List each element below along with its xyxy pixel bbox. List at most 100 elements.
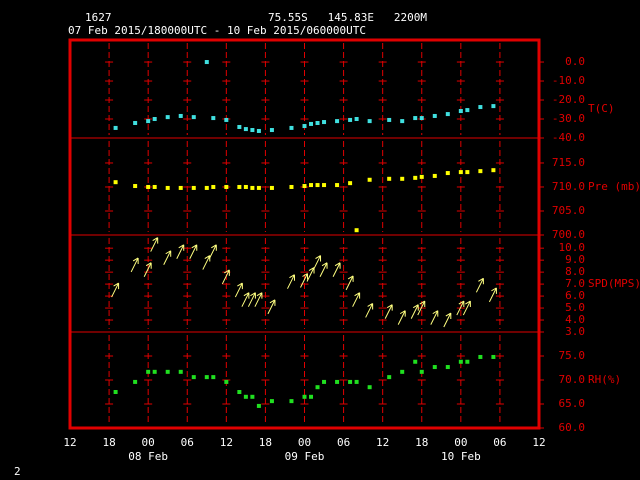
- data-point: [478, 169, 483, 174]
- x-tick-label: 12: [220, 436, 233, 449]
- data-point: [243, 184, 248, 189]
- wind-arrow: [221, 269, 230, 285]
- data-point: [445, 112, 450, 117]
- wind-arrow: [208, 244, 217, 259]
- y-tick-label: 6.0: [565, 289, 585, 302]
- wind-arrow: [234, 282, 243, 298]
- data-point: [354, 117, 359, 122]
- data-point: [237, 390, 242, 394]
- data-point: [165, 369, 170, 374]
- y-axis-label: T(C): [588, 102, 615, 115]
- y-axis-label: SPD(MPS): [588, 277, 640, 290]
- y-tick-label: 60.0: [559, 421, 586, 434]
- data-point: [348, 117, 353, 122]
- date-label: 08 Feb: [128, 450, 168, 463]
- data-point: [400, 369, 405, 374]
- data-point: [491, 168, 496, 173]
- data-point: [191, 185, 196, 190]
- wind-arrow: [475, 277, 484, 293]
- y-tick-label: 65.0: [559, 397, 586, 410]
- x-tick-label: 12: [532, 436, 545, 449]
- data-point: [367, 119, 372, 124]
- y-axis-label: RH(%): [588, 373, 621, 386]
- y-tick-label: -30.0: [552, 112, 585, 125]
- data-point: [445, 365, 450, 370]
- data-point: [204, 375, 209, 380]
- data-point: [269, 185, 274, 190]
- data-point: [256, 128, 261, 133]
- wind-arrow: [365, 303, 374, 318]
- data-point: [133, 379, 138, 384]
- data-point: [335, 119, 340, 124]
- data-point: [204, 185, 209, 190]
- data-point: [445, 171, 450, 176]
- y-tick-label: -20.0: [552, 93, 585, 106]
- station-id: 1627: [85, 11, 112, 24]
- x-tick-label: 12: [376, 436, 389, 449]
- data-point: [146, 119, 151, 124]
- data-point: [237, 124, 242, 129]
- data-point: [250, 128, 255, 133]
- y-tick-label: 705.0: [552, 204, 585, 217]
- location: 75.55S 145.83E 2200M: [268, 11, 427, 24]
- y-tick-label: 70.0: [559, 373, 586, 386]
- data-point: [302, 394, 307, 399]
- data-point: [113, 180, 118, 185]
- x-tick-label: 18: [415, 436, 428, 449]
- data-point: [335, 183, 340, 188]
- data-point: [243, 127, 248, 132]
- wind-arrow: [384, 304, 393, 319]
- x-tick-label: 06: [493, 436, 506, 449]
- data-point: [478, 354, 483, 359]
- data-point: [367, 177, 372, 182]
- wind-arrow: [241, 292, 250, 307]
- data-point: [204, 60, 209, 65]
- data-point: [211, 375, 216, 380]
- data-point: [419, 369, 424, 374]
- x-tick-label: 00: [454, 436, 467, 449]
- wind-arrow: [430, 310, 439, 325]
- y-tick-label: 700.0: [552, 228, 585, 241]
- wind-arrow: [130, 257, 139, 273]
- data-point: [165, 185, 170, 190]
- data-point: [269, 399, 274, 404]
- data-point: [465, 108, 470, 113]
- data-point: [152, 117, 157, 122]
- data-point: [315, 385, 320, 390]
- wind-arrow: [163, 250, 172, 265]
- data-point: [133, 184, 138, 189]
- data-point: [413, 116, 418, 121]
- y-tick-label: 715.0: [552, 156, 585, 169]
- y-tick-label: 7.0: [565, 277, 585, 290]
- data-point: [309, 183, 314, 188]
- data-point: [289, 399, 294, 404]
- date-label: 09 Feb: [285, 450, 325, 463]
- data-point: [113, 390, 118, 394]
- x-tick-label: 06: [337, 436, 350, 449]
- data-point: [387, 375, 392, 380]
- data-point: [315, 120, 320, 125]
- x-tick-label: 06: [181, 436, 194, 449]
- data-point: [354, 228, 359, 233]
- data-point: [237, 184, 242, 189]
- wind-arrow: [143, 262, 152, 277]
- wind-arrow: [332, 262, 341, 277]
- y-tick-label: -10.0: [552, 74, 585, 87]
- period: 07 Feb 2015/180000UTC - 10 Feb 2015/0600…: [68, 24, 366, 37]
- wind-arrow: [267, 299, 276, 315]
- x-tick-label: 18: [102, 436, 115, 449]
- data-point: [354, 379, 359, 384]
- data-point: [256, 185, 261, 190]
- data-point: [458, 359, 463, 364]
- wind-arrow: [150, 237, 159, 252]
- data-point: [413, 175, 418, 180]
- data-point: [465, 359, 470, 364]
- data-point: [113, 125, 118, 130]
- y-tick-label: 75.0: [559, 349, 586, 362]
- data-point: [413, 359, 418, 364]
- y-tick-label: 710.0: [552, 180, 585, 193]
- data-point: [146, 184, 151, 189]
- wind-arrow: [345, 275, 354, 291]
- wind-arrow: [417, 300, 426, 316]
